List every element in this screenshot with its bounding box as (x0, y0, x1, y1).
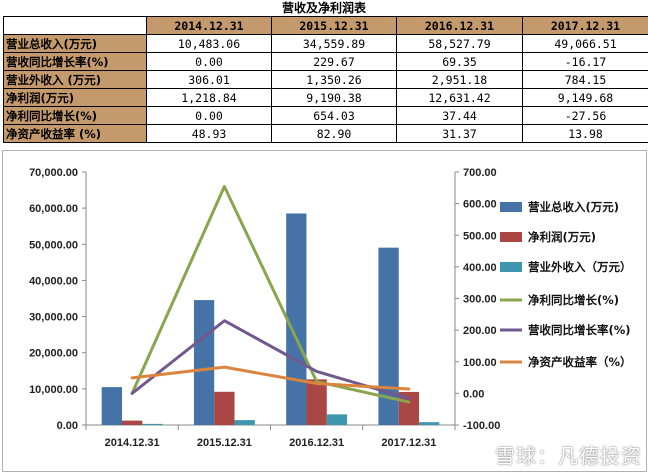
x-axis-tick-label: 2017.12.31 (381, 437, 436, 449)
row-label: 净利同比增长(%) (3, 106, 147, 125)
left-axis-tick-label: 70,000.00 (29, 167, 78, 179)
right-axis-tick-label: 100.00 (463, 357, 497, 369)
table-cell: 69.35 (396, 52, 523, 71)
table-cell: 13.98 (522, 124, 648, 143)
table-cell: -16.17 (522, 52, 648, 71)
row-label: 净利润(万元) (3, 88, 147, 107)
bar (142, 423, 163, 425)
row-label: 净资产收益率 (%) (3, 124, 147, 143)
table-row: 净利同比增长(%) 0.00 654.03 37.44 -27.56 (3, 106, 648, 125)
legend-label: 营业总收入(万元) (528, 200, 619, 214)
table-row: 净资产收益率 (%) 48.93 82.90 31.37 13.98 (3, 124, 648, 143)
table-cell: 49,066.51 (522, 34, 648, 53)
left-axis-tick-label: 20,000.00 (29, 348, 78, 360)
table-title: 营收及净利润表 (281, 1, 366, 15)
table-row: 净利润(万元) 1,218.84 9,190.38 12,631.42 9,14… (3, 88, 648, 107)
table-cell: 306.01 (146, 70, 272, 89)
table-cell: 2,951.18 (396, 70, 523, 89)
table-cell: -27.56 (522, 106, 648, 125)
left-axis-tick-label: 30,000.00 (29, 312, 78, 324)
right-axis-tick-label: 600.00 (463, 199, 497, 211)
table-cell: 784.15 (522, 70, 648, 89)
table-cell: 82.90 (271, 124, 397, 143)
table-cell: 229.67 (271, 52, 397, 71)
table-cell: 9,149.68 (522, 88, 648, 107)
x-axis-tick-label: 2015.12.31 (197, 437, 252, 449)
bar (306, 379, 327, 425)
bar (214, 391, 235, 425)
table-cell: 1,350.26 (271, 70, 397, 89)
column-header: 2015.12.31 (271, 16, 397, 35)
series-line (130, 365, 411, 391)
right-axis-tick-label: 0.00 (463, 388, 484, 400)
table-cell: 58,527.79 (396, 34, 523, 53)
table-cell: 31.37 (396, 124, 523, 143)
bar (234, 420, 255, 425)
right-axis-tick-label: 400.00 (463, 262, 497, 274)
table-cell: 9,190.38 (271, 88, 397, 107)
legend-label: 净资产收益率（%） (528, 355, 632, 369)
left-axis-tick-label: 0.00 (57, 420, 78, 432)
table-cell: 0.00 (146, 106, 272, 125)
legend-swatch (500, 262, 522, 272)
table-header-row: 2014.12.31 2015.12.31 2016.12.31 2017.12… (3, 16, 648, 35)
bar (121, 420, 143, 425)
x-axis-tick-label: 2016.12.31 (289, 437, 344, 449)
table-cell: 654.03 (271, 106, 397, 125)
bar (419, 422, 440, 425)
legend-label: 净利同比增长(%) (528, 293, 619, 307)
column-header: 2014.12.31 (146, 16, 272, 35)
legend-swatch (500, 232, 522, 242)
financial-table: 2014.12.31 2015.12.31 2016.12.31 2017.12… (3, 16, 648, 143)
bar (101, 387, 122, 425)
table-cell: 48.93 (146, 124, 272, 143)
table-cell: 37.44 (396, 106, 523, 125)
right-axis-tick-label: 700.00 (463, 167, 497, 179)
column-header: 2017.12.31 (522, 16, 648, 35)
right-axis-tick-label: 500.00 (463, 230, 497, 242)
right-axis-tick-label: 300.00 (463, 294, 497, 306)
table-row: 营业总收入(万元) 10,483.06 34,559.89 58,527.79 … (3, 34, 648, 53)
table-cell: 12,631.42 (396, 88, 523, 107)
right-axis-tick-label: 200.00 (463, 325, 497, 337)
row-label: 营业总收入(万元) (3, 34, 147, 53)
watermark: 雪球：凡德投资 (495, 444, 642, 468)
table-cell: 1,218.84 (146, 88, 272, 107)
series-line (130, 185, 411, 404)
combo-chart: 0.00 10,000.00 20,000.00 30,000.00 40,000.00… (29, 167, 632, 449)
bar (378, 247, 399, 425)
legend-label: 净利润(万元) (528, 230, 596, 244)
left-axis-tick-label: 40,000.00 (29, 275, 78, 287)
legend-label: 营业外收入（万元） (528, 260, 632, 274)
left-axis-tick-label: 60,000.00 (29, 203, 78, 215)
row-label: 营收同比增长率(%) (3, 52, 147, 71)
bar (326, 414, 348, 425)
bar (286, 213, 307, 425)
table-row: 营业外收入 (万元) 306.01 1,350.26 2,951.18 784.… (3, 70, 648, 89)
table-corner-cell (3, 16, 147, 35)
table-row: 营收同比增长率(%) 0.00 229.67 69.35 -16.17 (3, 52, 648, 71)
table-cell: 34,559.89 (271, 34, 397, 53)
left-axis-tick-label: 50,000.00 (29, 239, 78, 251)
left-axis-tick-label: 10,000.00 (29, 384, 78, 396)
table-cell: 0.00 (146, 52, 272, 71)
table-cell: 10,483.06 (146, 34, 272, 53)
x-axis-tick-label: 2014.12.31 (105, 437, 160, 449)
legend-swatch (500, 202, 522, 212)
column-header: 2016.12.31 (396, 16, 523, 35)
bar (193, 300, 215, 425)
legend-label: 营收同比增长率(%) (528, 323, 631, 337)
row-label: 营业外收入 (万元) (3, 70, 147, 89)
right-axis-tick-label: -100.00 (463, 420, 500, 432)
